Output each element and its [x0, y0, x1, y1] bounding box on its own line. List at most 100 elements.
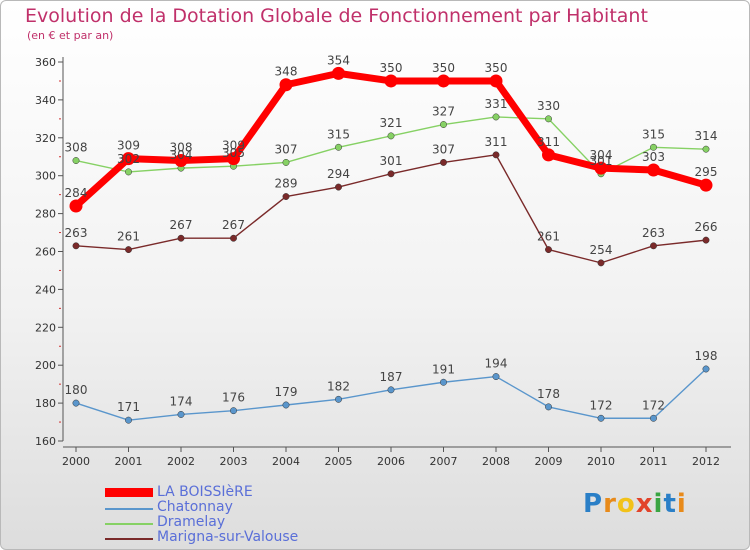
data-point — [230, 234, 237, 242]
data-label: 307 — [432, 142, 455, 156]
data-label: 194 — [485, 357, 508, 371]
data-label: 289 — [275, 177, 298, 191]
data-point — [125, 246, 132, 254]
data-label: 305 — [222, 146, 245, 160]
data-point — [650, 143, 657, 151]
data-point — [174, 154, 188, 168]
data-label: 263 — [642, 226, 665, 240]
data-point — [545, 403, 552, 411]
data-point — [384, 74, 398, 88]
data-point — [72, 399, 80, 407]
data-label: 311 — [485, 135, 508, 149]
data-point — [650, 242, 657, 250]
data-label: 302 — [117, 152, 140, 166]
data-label: 261 — [537, 230, 560, 244]
chart-title: Evolution de la Dotation Globale de Fonc… — [25, 5, 648, 27]
data-point — [72, 157, 80, 164]
data-point — [647, 163, 660, 177]
data-point — [125, 168, 132, 176]
data-label: 330 — [537, 99, 560, 113]
data-point — [440, 378, 447, 386]
x-tick-label: 2012 — [692, 455, 720, 468]
data-point — [177, 234, 185, 242]
data-label: 267 — [170, 218, 193, 232]
data-label: 198 — [695, 349, 718, 363]
y-tick-label: 200 — [35, 359, 56, 372]
data-label: 301 — [590, 154, 613, 168]
data-label: 303 — [642, 150, 665, 164]
data-label: 172 — [642, 398, 665, 412]
data-label: 308 — [65, 141, 88, 155]
data-point — [177, 411, 185, 418]
data-label: 304 — [590, 148, 613, 162]
data-point — [545, 115, 552, 123]
y-tick-label: 320 — [35, 132, 56, 145]
data-label: 178 — [537, 387, 560, 401]
data-label: 309 — [117, 139, 140, 153]
proxiti-logo: Proxiti — [583, 489, 687, 519]
legend-label: Marigna-sur-Valouse — [157, 529, 299, 545]
data-label: 308 — [170, 141, 193, 155]
x-tick-label: 2008 — [482, 455, 510, 468]
x-tick-label: 2006 — [377, 455, 405, 468]
data-point — [440, 121, 447, 128]
data-label: 304 — [170, 148, 193, 162]
y-tick-label: 360 — [35, 56, 56, 69]
data-label: 267 — [222, 218, 245, 232]
data-point — [594, 161, 608, 175]
data-label: 263 — [65, 226, 88, 240]
data-label: 309 — [222, 139, 245, 153]
x-tick-label: 2003 — [220, 455, 248, 468]
data-point — [545, 246, 552, 254]
data-label: 307 — [275, 142, 298, 156]
data-label: 314 — [695, 129, 718, 143]
y-tick-label: 260 — [35, 246, 56, 259]
data-point — [282, 401, 290, 409]
data-point — [492, 373, 500, 381]
data-label: 311 — [537, 135, 560, 149]
data-point — [489, 74, 503, 88]
data-label: 261 — [117, 230, 140, 244]
data-label: 180 — [65, 383, 88, 397]
y-tick-label: 340 — [35, 94, 56, 107]
logo-letter: i — [653, 489, 664, 519]
x-tick-label: 2010 — [587, 455, 615, 468]
x-tick-label: 2000 — [62, 455, 90, 468]
data-point — [125, 416, 132, 424]
x-tick-label: 2005 — [325, 455, 353, 468]
y-tick-label: 240 — [35, 283, 56, 296]
legend-swatch — [105, 488, 153, 497]
data-label: 182 — [327, 379, 350, 393]
data-point — [72, 242, 80, 250]
data-label: 350 — [432, 61, 455, 75]
data-point — [335, 143, 342, 151]
data-label: 187 — [380, 370, 403, 384]
data-label: 301 — [380, 154, 403, 168]
data-label: 331 — [485, 97, 508, 111]
data-label: 176 — [222, 391, 245, 405]
legend-swatch — [105, 523, 153, 525]
data-point — [387, 170, 395, 178]
logo-letter: t — [663, 489, 677, 519]
data-point — [597, 414, 605, 422]
data-label: 266 — [695, 220, 718, 234]
x-tick-label: 2011 — [640, 455, 668, 468]
data-point — [69, 199, 83, 213]
data-point — [492, 113, 500, 121]
data-point — [542, 148, 555, 162]
data-point — [282, 158, 290, 166]
data-point — [122, 152, 135, 166]
data-label: 321 — [380, 116, 403, 130]
data-label: 350 — [485, 61, 508, 75]
data-point — [597, 259, 605, 267]
y-tick-label: 280 — [35, 208, 56, 221]
data-point — [440, 158, 447, 166]
legend-label: Chatonnay — [157, 499, 233, 515]
logo-letter: P — [583, 489, 604, 519]
x-tick-label: 2002 — [167, 455, 195, 468]
logo-letter: r — [603, 489, 617, 519]
data-point — [332, 66, 345, 80]
data-point — [437, 74, 450, 88]
